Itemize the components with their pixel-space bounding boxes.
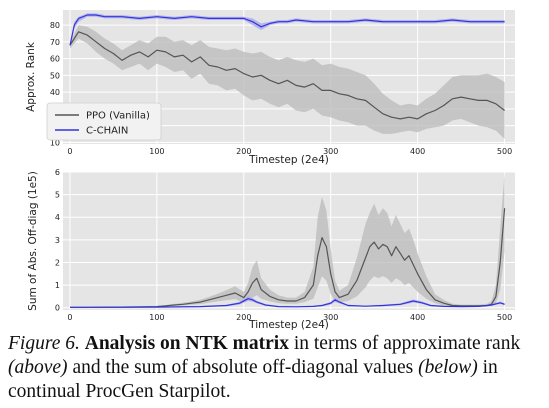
caption-text-2: and the sum of absolute off-diagonal val… <box>67 357 419 378</box>
caption-label: Figure 6. <box>8 333 80 354</box>
approx-rank-x-tick-label: 200 <box>236 147 251 156</box>
off-diag-sum-x-axis-label: Timestep (2e4) <box>248 319 329 330</box>
approx-rank-x-ticks: 0 100 200 300 400 500 <box>67 147 512 156</box>
approx-rank-band-ppo <box>70 25 505 140</box>
legend-label-ppo: PPO (Vanilla) <box>86 111 150 122</box>
legend-label-cchain: C-CHAIN <box>86 126 128 137</box>
off-diag-sum-grid <box>63 171 515 310</box>
off-diag-sum-y-tick-label: 1 <box>55 281 60 290</box>
approx-rank-lines <box>69 14 505 120</box>
off-diag-sum-x-tick-label: 400 <box>410 313 425 322</box>
approx-rank-y-tick-label: 50 <box>50 71 60 80</box>
off-diag-sum-y-tick-label: 2 <box>55 258 60 267</box>
approx-rank-line-ppo <box>69 31 505 120</box>
approx-rank-y-tick-label: 10 <box>50 138 60 147</box>
off-diag-sum-y-tick-label: 3 <box>55 236 60 245</box>
approx-rank-y-tick-label: 70 <box>50 38 60 47</box>
approx-rank-y-axis-label: Approx. Rank <box>25 41 37 112</box>
legend-box <box>46 102 162 141</box>
off-diag-sum-plot-area <box>63 172 515 310</box>
off-diag-sum-y-ticks: 0 1 2 3 4 5 6 <box>55 168 60 313</box>
approx-rank-x-tick-label: 0 <box>67 147 72 156</box>
caption-text-1: in terms of approximate rank <box>288 333 521 354</box>
off-diag-sum-x-tick-label: 200 <box>236 313 251 322</box>
off-diag-sum-y-axis-label: Sum of Abs. Off-diag (1e5) <box>27 171 39 311</box>
approx-rank-y-tick-label: 40 <box>50 88 60 97</box>
off-diag-sum-x-ticks: 0 100 200 300 400 500 <box>67 313 512 322</box>
off-diag-sum-y-tick-label: 5 <box>55 191 60 200</box>
caption-text-3: in continual ProcGen Starpilot. <box>8 357 498 402</box>
off-diag-sum-x-tick-label: 300 <box>323 313 338 322</box>
caption-above: (above) <box>8 357 68 378</box>
off-diag-sum-x-tick-label: 500 <box>497 313 512 322</box>
caption-below: (below) <box>418 357 478 378</box>
approx-rank-x-tick-label: 400 <box>410 147 425 156</box>
legend: PPO (Vanilla) C-CHAIN <box>46 102 162 141</box>
off-diag-sum-lines <box>70 208 506 308</box>
approx-rank-line-cchain <box>69 14 505 46</box>
off-diag-sum-band-ppo <box>70 172 505 308</box>
approx-rank-x-axis-label: Timestep (2e4) <box>248 154 329 166</box>
off-diag-sum-line-cchain <box>70 298 505 308</box>
approx-rank-y-tick-label: 80 <box>50 21 60 30</box>
off-diag-sum-y-tick-label: 0 <box>55 304 60 313</box>
approx-rank-x-tick-label: 100 <box>149 147 164 156</box>
off-diag-sum-x-tick-label: 0 <box>67 313 72 322</box>
figure-caption: Figure 6. Analysis on NTK matrix in term… <box>8 332 544 404</box>
off-diag-sum-line-ppo <box>70 208 506 308</box>
caption-title: Analysis on NTK matrix <box>84 333 289 354</box>
off-diag-sum-y-tick-label: 4 <box>55 213 60 222</box>
approx-rank-x-tick-label: 300 <box>323 147 338 156</box>
off-diag-sum-y-tick-label: 6 <box>55 168 60 177</box>
off-diag-sum-x-tick-label: 100 <box>149 313 164 322</box>
approx-rank-y-tick-label: 60 <box>50 55 60 64</box>
approx-rank-x-tick-label: 500 <box>497 147 512 156</box>
